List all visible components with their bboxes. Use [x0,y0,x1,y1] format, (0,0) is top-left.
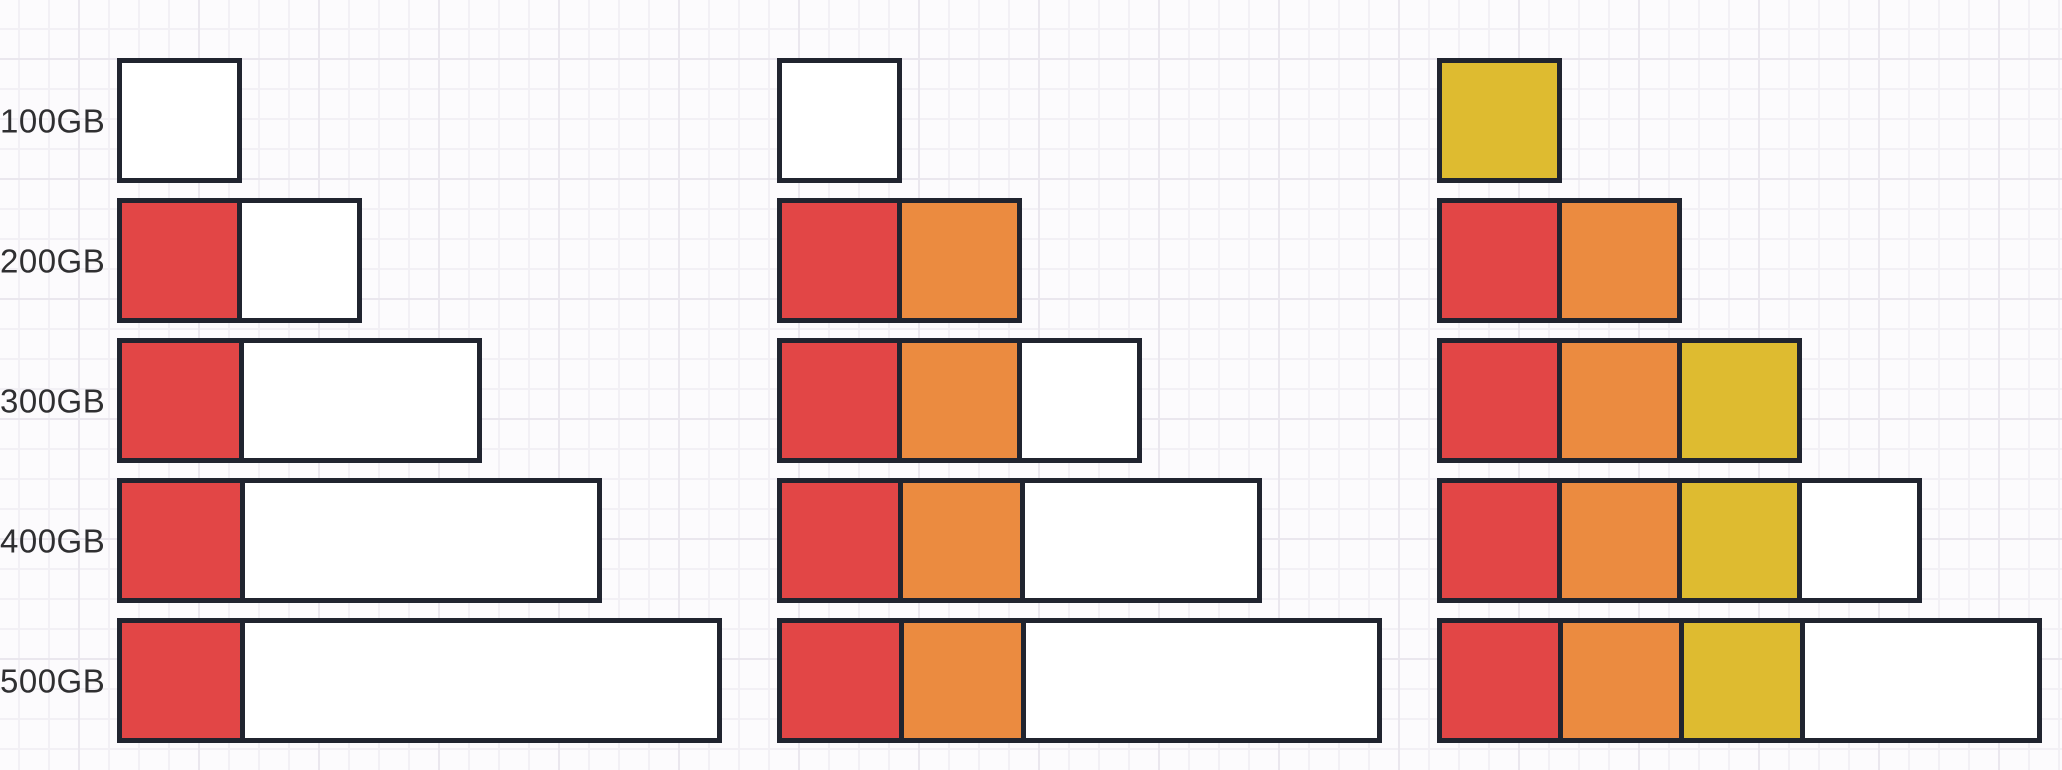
segment-yellow[interactable] [1682,343,1797,458]
segment-red[interactable] [1442,343,1562,458]
bar-right-100gb[interactable] [1437,58,1562,183]
segment-yellow[interactable] [1442,63,1557,178]
segment-orange[interactable] [903,483,1025,598]
bar-middle-200gb[interactable] [777,198,1022,323]
bar-middle-500gb[interactable] [777,618,1382,743]
segment-red[interactable] [1442,483,1562,598]
bar-middle-400gb[interactable] [777,478,1262,603]
segment-red[interactable] [782,203,902,318]
bar-left-100gb[interactable] [117,58,242,183]
segment-red[interactable] [122,623,245,738]
segment-orange[interactable] [902,343,1022,458]
segment-white[interactable] [1022,343,1137,458]
segment-orange[interactable] [1562,203,1677,318]
bar-right-200gb[interactable] [1437,198,1682,323]
bar-middle-100gb[interactable] [777,58,902,183]
segment-orange[interactable] [902,203,1017,318]
row-label-100gb[interactable]: 100GB [0,102,106,139]
segment-orange[interactable] [904,623,1026,738]
segment-white[interactable] [1805,623,2037,738]
segment-red[interactable] [782,343,902,458]
row-label-400gb[interactable]: 400GB [0,522,106,559]
segment-white[interactable] [243,343,477,458]
segment-white[interactable] [244,483,597,598]
segment-white[interactable] [782,63,897,178]
segment-orange[interactable] [1562,483,1682,598]
bar-right-400gb[interactable] [1437,478,1922,603]
segment-red[interactable] [1442,203,1562,318]
bar-left-200gb[interactable] [117,198,362,323]
segment-white[interactable] [122,63,237,178]
row-label-200gb[interactable]: 200GB [0,242,106,279]
segment-red[interactable] [122,203,242,318]
segment-yellow[interactable] [1682,483,1802,598]
bar-middle-300gb[interactable] [777,338,1142,463]
segment-red[interactable] [122,343,244,458]
segment-white[interactable] [1026,623,1377,738]
segment-orange[interactable] [1563,623,1684,738]
segment-white[interactable] [245,623,717,738]
row-label-300gb[interactable]: 300GB [0,382,106,419]
row-label-500gb[interactable]: 500GB [0,662,106,699]
segment-red[interactable] [782,623,904,738]
bar-left-300gb[interactable] [117,338,482,463]
segment-orange[interactable] [1562,343,1682,458]
segment-yellow[interactable] [1684,623,1805,738]
bar-right-300gb[interactable] [1437,338,1802,463]
segment-white[interactable] [242,203,357,318]
segment-red[interactable] [1442,623,1563,738]
bar-right-500gb[interactable] [1437,618,2042,743]
bar-left-500gb[interactable] [117,618,722,743]
segment-white[interactable] [1802,483,1917,598]
segment-red[interactable] [122,483,245,598]
segment-white[interactable] [1024,483,1257,598]
segment-red[interactable] [782,483,904,598]
bar-left-400gb[interactable] [117,478,602,603]
